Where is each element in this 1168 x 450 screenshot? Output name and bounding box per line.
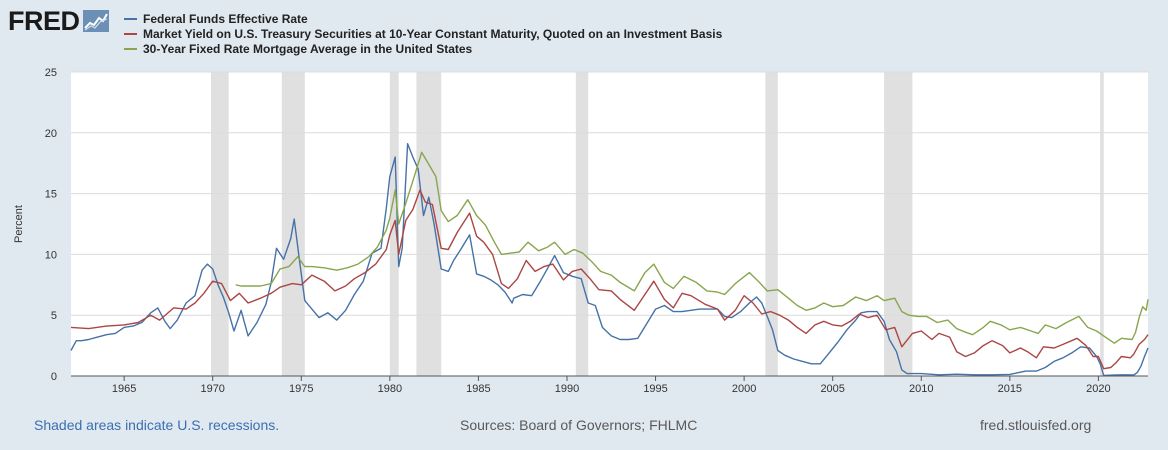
x-tick-label: 2015 — [998, 383, 1022, 395]
logo-graph-icon — [82, 10, 109, 32]
x-tick-label: 1980 — [378, 383, 402, 395]
legend-item-mortgage-30y[interactable]: 30-Year Fixed Rate Mortgage Average in t… — [124, 41, 722, 56]
logo-text: FRED — [8, 6, 80, 36]
recession-band — [884, 72, 913, 376]
x-tick-label: 1985 — [466, 383, 490, 395]
legend-item-fed-funds[interactable]: Federal Funds Effective Rate — [124, 11, 722, 26]
legend-item-treasury-10y[interactable]: Market Yield on U.S. Treasury Securities… — [124, 26, 722, 41]
legend-label-mortgage-30y: 30-Year Fixed Rate Mortgage Average in t… — [143, 41, 473, 56]
y-tick-label: 25 — [45, 67, 57, 79]
recession-note: Shaded areas indicate U.S. recessions. — [34, 417, 280, 433]
y-tick-label: 5 — [51, 310, 57, 322]
x-tick-label: 1990 — [555, 383, 579, 395]
sources-text: Sources: Board of Governors; FHLMC — [460, 417, 698, 433]
recession-band — [575, 72, 589, 376]
recession-band — [1100, 72, 1104, 376]
x-tick-label: 2010 — [909, 383, 933, 395]
recession-band — [416, 72, 442, 376]
x-tick-label: 1965 — [112, 383, 136, 395]
axes: 0 5 10 15 20 25 1965 1970 1975 1980 1985 1990 1995 20… — [45, 67, 1148, 395]
series-line-mortgage-30y[interactable] — [235, 151, 1149, 344]
series-line-treasury-10y[interactable] — [70, 189, 1149, 370]
y-tick-label: 15 — [45, 189, 57, 201]
legend-swatch-mortgage-30y — [124, 47, 137, 50]
legend-label-fed-funds: Federal Funds Effective Rate — [143, 11, 308, 26]
x-tick-label: 2005 — [820, 383, 844, 395]
series-lines — [70, 142, 1149, 377]
x-tick-label: 2000 — [732, 383, 756, 395]
y-tick-label: 0 — [51, 371, 57, 383]
chart-legend: Federal Funds Effective Rate Market Yiel… — [124, 11, 722, 56]
legend-swatch-fed-funds — [124, 17, 137, 20]
recession-band — [210, 72, 229, 376]
legend-swatch-treasury-10y — [124, 32, 137, 35]
legend-label-treasury-10y: Market Yield on U.S. Treasury Securities… — [143, 26, 723, 41]
recession-band — [765, 72, 778, 376]
y-axis-label: Percent — [13, 205, 25, 243]
x-tick-label: 1970 — [200, 383, 224, 395]
x-tick-label: 1975 — [289, 383, 313, 395]
plot-background — [71, 72, 1148, 376]
fred-url-link[interactable]: fred.stlouisfed.org — [980, 417, 1092, 433]
fred-logo[interactable]: FRED — [8, 6, 109, 36]
x-tick-label: 1995 — [643, 383, 667, 395]
y-tick-label: 20 — [45, 128, 57, 140]
x-tick-label: 2020 — [1086, 383, 1110, 395]
y-tick-label: 10 — [45, 249, 57, 261]
